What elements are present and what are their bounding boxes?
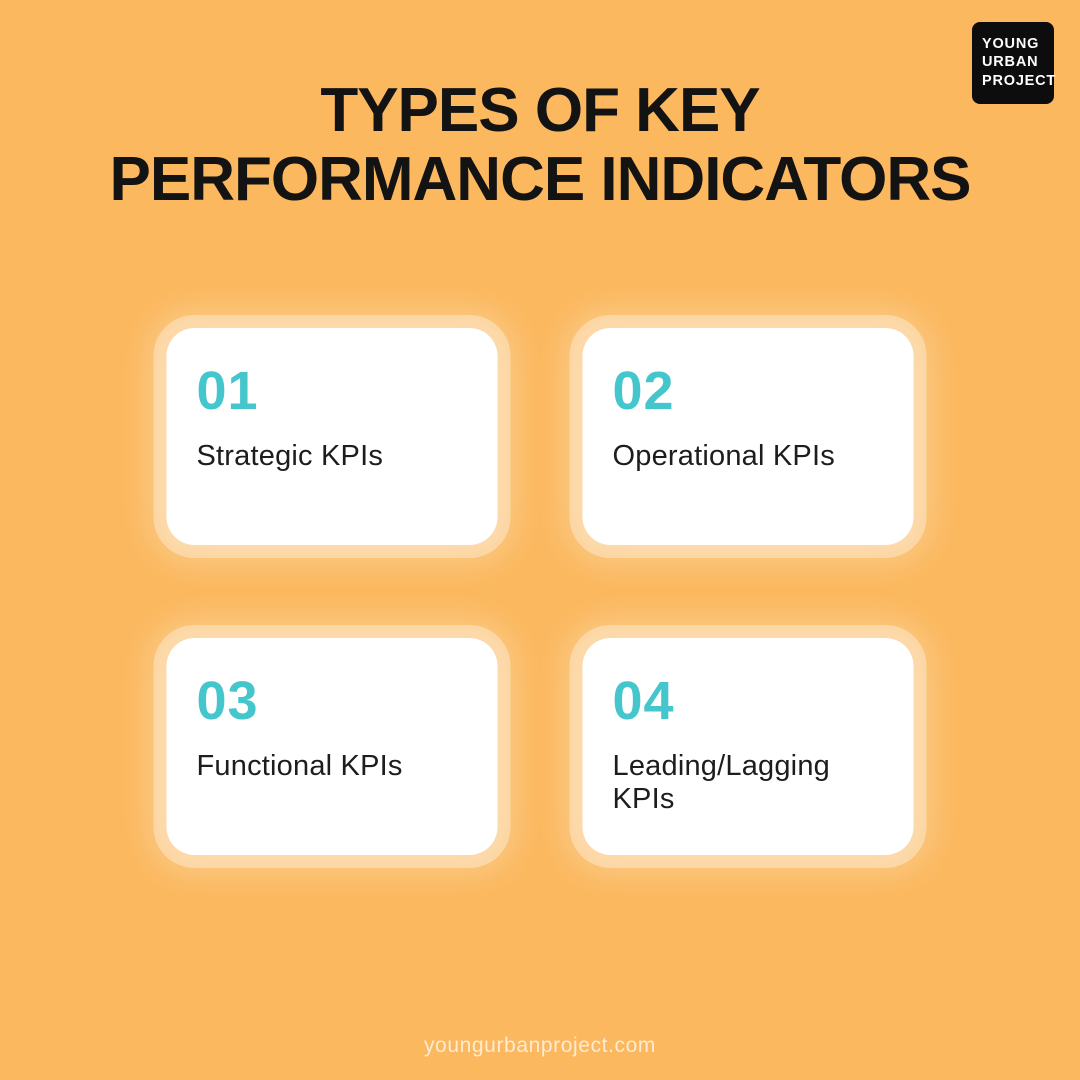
kpi-card-strategic: 01 Strategic KPIs	[166, 328, 498, 545]
kpi-card-operational: 02 Operational KPIs	[582, 328, 914, 545]
card-label: Strategic KPIs	[196, 440, 384, 472]
card-label: Leading/Lagging KPIs	[612, 750, 830, 816]
website-footer: youngurbanproject.com	[423, 1034, 657, 1057]
logo-line-young: YOUNG	[982, 36, 1040, 53]
card-label: Operational KPIs	[612, 440, 835, 472]
page-title-line-2: PERFORMANCE INDICATORS	[109, 145, 972, 215]
card-number: 03	[196, 671, 259, 731]
logo-line-urban: URBAN	[982, 54, 1039, 71]
page-title: TYPES OF KEY PERFORMANCE INDICATORS	[0, 76, 1080, 215]
kpi-card-grid: 01 Strategic KPIs 02 Operational KPIs 03…	[166, 328, 914, 855]
page-title-line-1: TYPES OF KEY	[320, 76, 760, 145]
card-number: 02	[612, 361, 675, 421]
card-label: Functional KPIs	[196, 750, 403, 782]
card-number: 01	[196, 361, 259, 421]
logo-line-project: PROJECT	[982, 72, 1057, 89]
card-number: 04	[612, 671, 675, 731]
kpi-card-functional: 03 Functional KPIs	[166, 638, 498, 855]
brand-logo: YOUNG URBAN PROJECT	[972, 22, 1057, 104]
kpi-card-leading-lagging: 04 Leading/Lagging KPIs	[582, 638, 914, 855]
